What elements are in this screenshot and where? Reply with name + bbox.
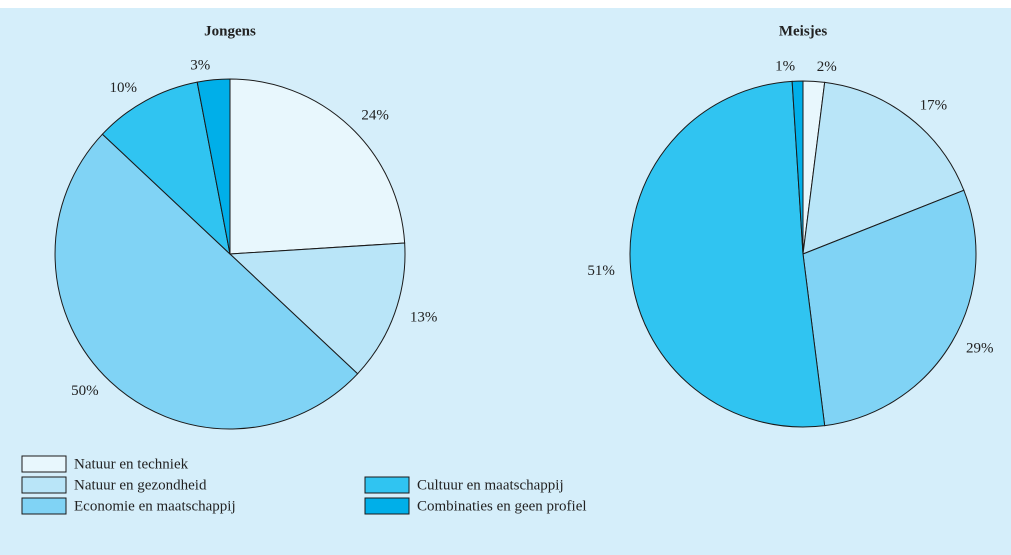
- pie-slice: [101, 81, 231, 256]
- data-label: 2%: [817, 59, 837, 75]
- data-label: 10%: [109, 80, 137, 96]
- legend-swatch: [364, 497, 410, 515]
- data-label: 24%: [361, 108, 389, 124]
- legend-label: Economie en maatschappij: [74, 498, 236, 514]
- pie-slice: [629, 80, 826, 428]
- legend-swatch: [21, 476, 67, 494]
- pie-slice: [54, 133, 359, 430]
- data-label: 29%: [966, 341, 994, 357]
- legend-label: Cultuur en maatschappij: [417, 477, 564, 493]
- data-label: 13%: [410, 309, 438, 325]
- data-label: 17%: [920, 98, 948, 114]
- data-label: 51%: [587, 263, 615, 279]
- data-label: 3%: [190, 57, 210, 73]
- data-label: 50%: [71, 383, 99, 399]
- legend-swatch: [364, 476, 410, 494]
- legend-label: Combinaties en geen profiel: [417, 498, 587, 514]
- pie-slice: [791, 80, 804, 255]
- pie-slice: [228, 242, 406, 375]
- legend-label: Natuur en techniek: [74, 456, 189, 472]
- legend-label: Natuur en gezondheid: [74, 477, 207, 493]
- legend-swatch: [21, 497, 67, 515]
- pie-slice: [802, 81, 965, 255]
- legend-swatch: [21, 455, 67, 473]
- pie-title: Meisjes: [779, 23, 827, 39]
- data-label: 1%: [775, 59, 795, 75]
- pie-slice: [802, 189, 977, 427]
- pie-slice: [196, 78, 231, 255]
- pie-slice: [229, 78, 406, 255]
- pie-title: Jongens: [204, 23, 256, 39]
